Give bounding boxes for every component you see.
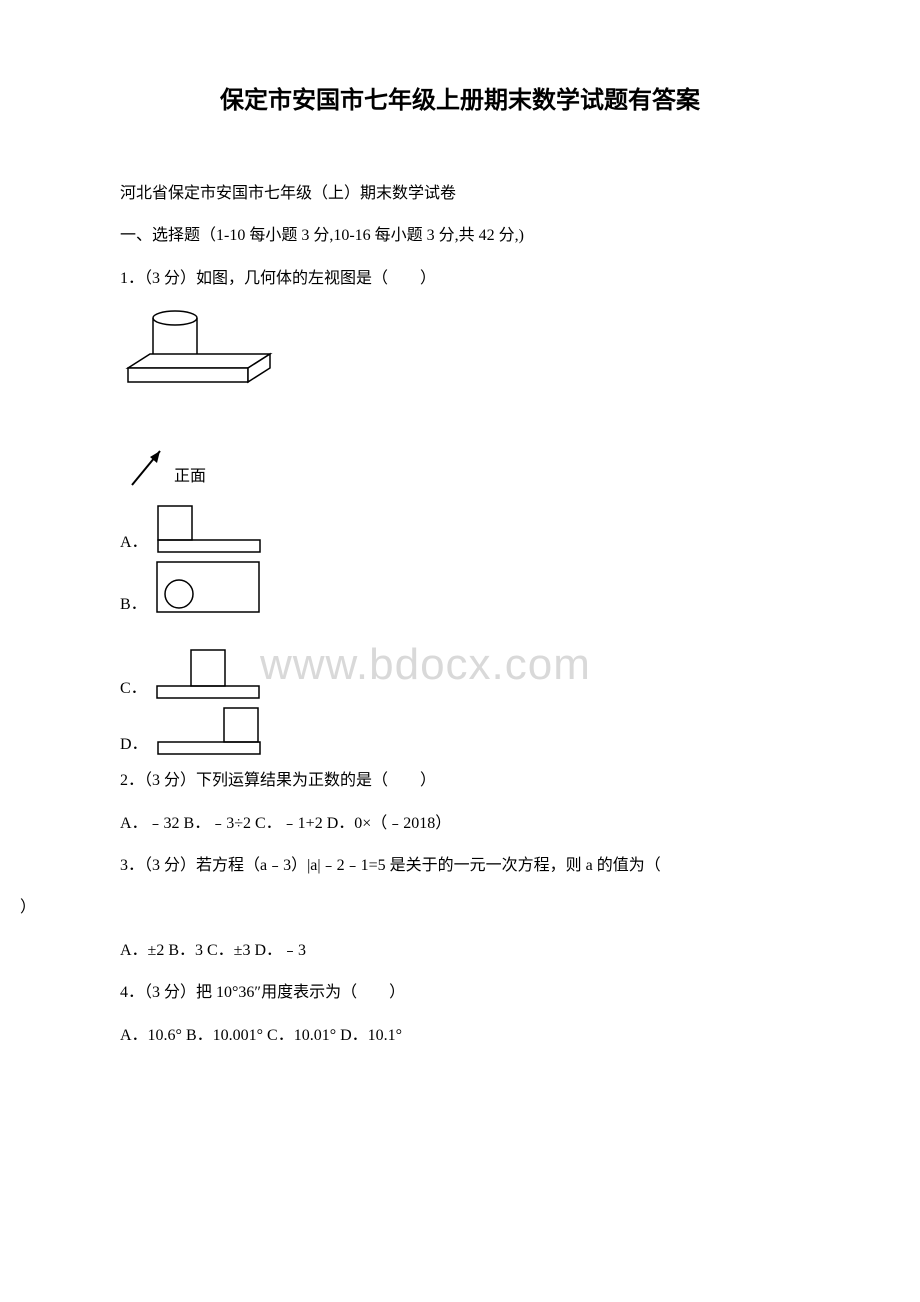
question-1: 1．（3 分）如图，几何体的左视图是（ ）	[120, 260, 800, 298]
question-4: 4．（3 分）把 10°36″用度表示为（ ）	[120, 974, 800, 1012]
intro-line-2: 一、选择题（1-10 每小题 3 分,10-16 每小题 3 分,共 42 分,…	[120, 217, 800, 255]
intro-line-1: 河北省保定市安国市七年级（上）期末数学试卷	[120, 175, 800, 213]
option-c-label: C．	[120, 674, 147, 700]
q1-option-a: A．	[120, 504, 800, 554]
option-d-label: D．	[120, 730, 148, 756]
question-2-options: A．﹣32 B．﹣3÷2 C．﹣1+2 D．0×（﹣2018）	[120, 805, 800, 843]
question-2: 2．（3 分）下列运算结果为正数的是（ ）	[120, 762, 800, 800]
q1-front-label: 正面	[120, 441, 800, 496]
page-title: 保定市安国市七年级上册期末数学试题有答案	[120, 80, 800, 115]
question-3-options: A．±2 B．3 C．±3 D．﹣3	[120, 932, 800, 970]
q1-option-c: C．	[120, 648, 800, 700]
question-3-part2: ）	[20, 889, 800, 927]
question-3-part1: 3．（3 分）若方程（a﹣3）|a|﹣2﹣1=5 是关于的一元一次方程，则 a …	[120, 847, 800, 885]
q1-main-figure	[120, 306, 800, 441]
question-4-options: A．10.6° B．10.001° C．10.01° D．10.1°	[120, 1017, 800, 1055]
option-b-label: B．	[120, 590, 147, 616]
front-label-text: 正面	[174, 468, 206, 485]
option-a-label: A．	[120, 528, 148, 554]
q1-option-d: D．	[120, 706, 800, 756]
q1-option-b: B．	[120, 560, 800, 616]
